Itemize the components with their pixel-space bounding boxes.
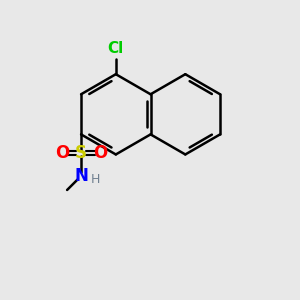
Text: H: H <box>91 173 100 186</box>
Text: S: S <box>75 144 87 162</box>
Text: Cl: Cl <box>108 41 124 56</box>
Text: N: N <box>74 167 88 185</box>
Text: O: O <box>93 144 107 162</box>
Text: O: O <box>55 144 69 162</box>
